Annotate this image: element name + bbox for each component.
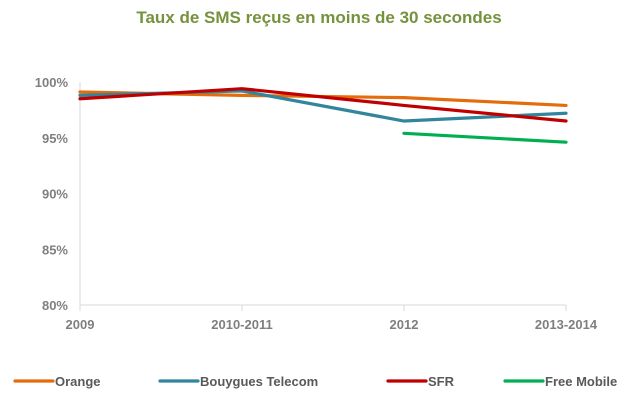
y-tick-label: 100% [35, 75, 69, 90]
axes: 80% 85% 90% 95% 100% 2009 2010-2011 2012 2013-20… [35, 75, 598, 332]
series-layer [78, 87, 568, 144]
legend-label-bouygues-telecom: Bouygues Telecom [200, 374, 318, 389]
legend: Orange Bouygues Telecom SFR Free Mobile [13, 374, 617, 389]
x-tick-label: 2010-2011 [211, 317, 272, 332]
y-tick-label: 90% [42, 187, 68, 202]
legend-label-orange: Orange [55, 374, 101, 389]
legend-label-sfr: SFR [428, 374, 455, 389]
x-tick-label: 2012 [390, 317, 419, 332]
x-tick-label: 2009 [66, 317, 95, 332]
x-tick-label: 2013-2014 [535, 317, 598, 332]
legend-label-free-mobile: Free Mobile [545, 374, 617, 389]
y-tick-label: 95% [42, 131, 68, 146]
series-line-free-mobile [402, 131, 568, 144]
series-line-sfr [78, 87, 568, 123]
chart-title: Taux de SMS reçus en moins de 30 seconde… [136, 8, 502, 27]
y-tick-label: 80% [42, 298, 68, 313]
y-tick-label: 85% [42, 242, 68, 257]
